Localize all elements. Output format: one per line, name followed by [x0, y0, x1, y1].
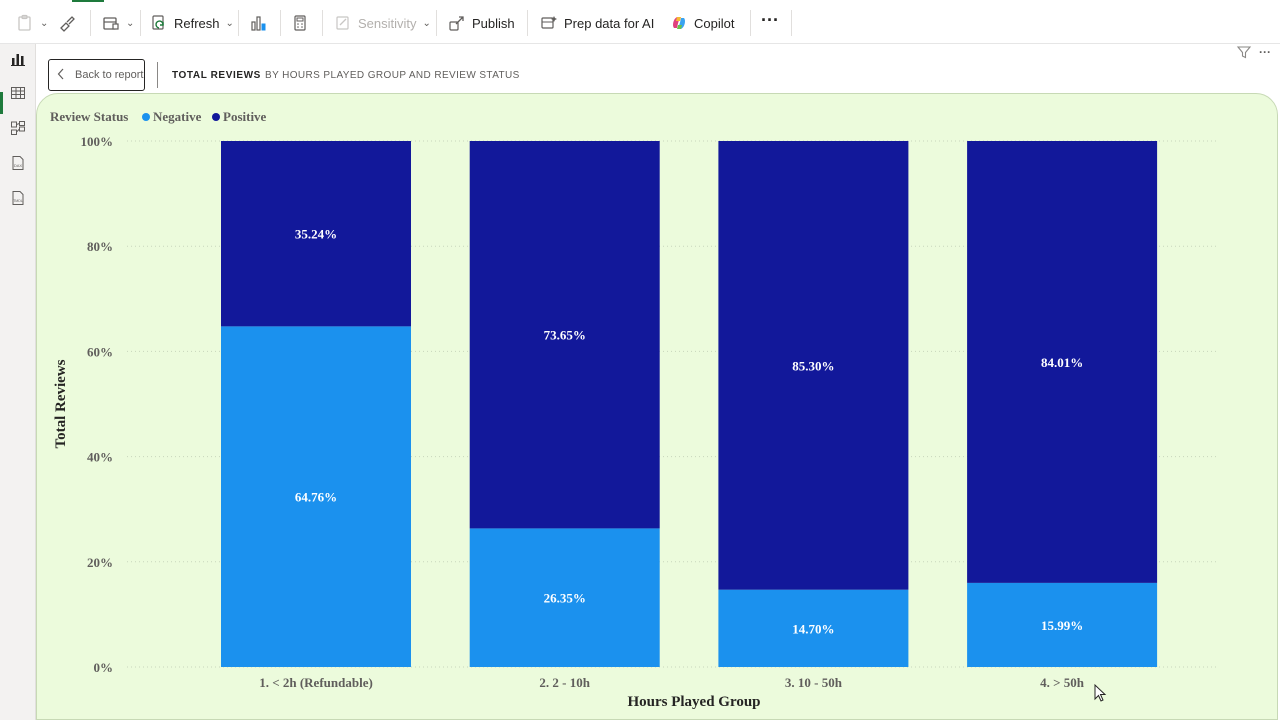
- prep-data-icon: [540, 14, 558, 32]
- new-measure-button[interactable]: [291, 10, 309, 36]
- x-axis-title: Hours Played Group: [627, 694, 760, 710]
- brush-icon: [58, 14, 76, 32]
- toolbar-divider: [238, 10, 239, 36]
- legend-positive-label[interactable]: Positive: [223, 109, 267, 124]
- chevron-down-icon: ⌄: [40, 17, 49, 29]
- more-options-button[interactable]: ···: [761, 9, 779, 30]
- chevron-left-icon: [57, 68, 65, 83]
- toolbar-divider: [436, 10, 437, 36]
- legend-negative-label[interactable]: Negative: [153, 109, 202, 124]
- x-tick-label: 4. > 50h: [1040, 675, 1085, 690]
- chevron-down-icon: ⌄: [225, 17, 234, 29]
- format-painter-button[interactable]: [58, 10, 76, 36]
- toolbar-divider: [90, 10, 91, 36]
- chevron-down-icon: ⌄: [422, 17, 431, 29]
- tmdl-view-icon[interactable]: TMDL: [9, 189, 27, 207]
- copilot-icon: [670, 14, 688, 32]
- y-tick-label: 0%: [94, 660, 114, 675]
- svg-text:TMDL: TMDL: [13, 199, 23, 203]
- data-label: 15.99%: [1041, 618, 1083, 633]
- bar-segment-positive[interactable]: [718, 141, 909, 590]
- data-label: 26.35%: [544, 591, 586, 606]
- y-tick-label: 60%: [87, 344, 113, 359]
- header-divider: [157, 62, 158, 88]
- table-view-icon[interactable]: [9, 84, 27, 102]
- data-label: 85.30%: [792, 358, 834, 373]
- bar-segment-negative[interactable]: [718, 589, 909, 667]
- dax-query-view-icon[interactable]: DAX: [9, 154, 27, 172]
- publish-icon: [448, 14, 466, 32]
- x-tick-label: 3. 10 - 50h: [785, 675, 843, 690]
- y-tick-label: 80%: [87, 239, 113, 254]
- legend-title: Review Status: [50, 109, 128, 124]
- ribbon-active-indicator: [72, 0, 104, 2]
- sensitivity-icon: [334, 14, 352, 32]
- toolbar-divider: [791, 10, 792, 36]
- legend-positive-marker: [212, 113, 220, 121]
- bar-segment-positive[interactable]: [469, 141, 660, 529]
- legend-negative-marker: [142, 113, 150, 121]
- bar-segment-negative[interactable]: [221, 326, 411, 667]
- copilot-button[interactable]: Copilot: [670, 10, 734, 36]
- y-tick-label: 100%: [81, 134, 114, 149]
- database-table-icon: [102, 14, 120, 32]
- chart-panel: Review Status Negative Positive Total Re…: [36, 93, 1278, 720]
- copilot-label: Copilot: [694, 15, 735, 31]
- sensitivity-button[interactable]: Sensitivity ⌄: [334, 10, 431, 36]
- calculator-icon: [291, 14, 309, 32]
- data-label: 73.65%: [544, 328, 586, 343]
- toolbar-divider: [280, 10, 281, 36]
- report-view-icon[interactable]: [9, 50, 27, 68]
- toolbar-divider: [322, 10, 323, 36]
- toolbar-divider: [527, 10, 528, 36]
- active-view-indicator: [0, 92, 3, 114]
- mouse-cursor-icon: [1094, 683, 1107, 702]
- model-view-icon[interactable]: [9, 119, 27, 137]
- bar-segment-positive[interactable]: [221, 141, 411, 327]
- view-rail: DAX TMDL: [0, 44, 36, 720]
- data-label: 35.24%: [295, 227, 337, 242]
- chevron-down-icon: ⌄: [126, 17, 135, 29]
- refresh-icon: [150, 14, 168, 32]
- bar-chart-icon: [249, 14, 267, 32]
- y-tick-label: 20%: [87, 555, 113, 570]
- visual-title: TOTAL REVIEWS: [172, 70, 261, 81]
- clipboard-icon: [16, 14, 34, 32]
- svg-text:DAX: DAX: [14, 163, 23, 168]
- data-label: 84.01%: [1041, 355, 1083, 370]
- prep-data-label: Prep data for AI: [564, 15, 655, 31]
- back-to-report-button[interactable]: Back to report: [48, 59, 145, 91]
- refresh-button[interactable]: Refresh ⌄: [150, 10, 234, 36]
- filter-icon[interactable]: [1236, 44, 1252, 60]
- refresh-label: Refresh: [174, 15, 220, 31]
- stacked-bar-chart: Review Status Negative Positive Total Re…: [50, 109, 1217, 710]
- prep-data-button[interactable]: Prep data for AI: [540, 10, 654, 36]
- ribbon-toolbar: ⌄ ⌄ Refresh ⌄ Sensit: [0, 0, 1280, 44]
- bar-segment-negative[interactable]: [967, 582, 1158, 667]
- back-to-report-label: Back to report: [75, 69, 144, 81]
- visual-subtitle: BY HOURS PLAYED GROUP AND REVIEW STATUS: [265, 70, 520, 81]
- new-visual-button[interactable]: [249, 10, 267, 36]
- data-label: 64.76%: [295, 490, 337, 505]
- bar-segment-negative[interactable]: [469, 528, 660, 667]
- publish-button[interactable]: Publish: [448, 10, 515, 36]
- bar-segment-positive[interactable]: [967, 141, 1158, 583]
- x-tick-label: 2. 2 - 10h: [539, 675, 590, 690]
- get-data-button[interactable]: ⌄: [102, 10, 134, 36]
- publish-label: Publish: [472, 15, 515, 31]
- y-tick-label: 40%: [87, 450, 113, 465]
- y-axis-title: Total Reviews: [53, 359, 69, 448]
- toolbar-divider: [140, 10, 141, 36]
- data-label: 14.70%: [792, 621, 834, 636]
- x-tick-label: 1. < 2h (Refundable): [259, 675, 373, 690]
- toolbar-divider: [750, 10, 751, 36]
- visual-more-options-icon[interactable]: ···: [1259, 45, 1271, 59]
- paste-button[interactable]: ⌄: [16, 10, 48, 36]
- sensitivity-label: Sensitivity: [358, 15, 417, 31]
